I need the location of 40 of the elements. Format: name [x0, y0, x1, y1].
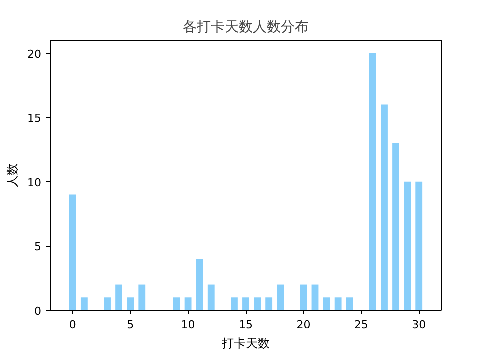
bar: [173, 298, 180, 310]
x-axis-title: 打卡天数: [221, 336, 270, 350]
bar: [346, 298, 354, 310]
chart-title: 各打卡天数人数分布: [183, 20, 309, 36]
bar: [392, 143, 400, 310]
bar: [300, 284, 308, 310]
y-tick-label: 15: [28, 112, 42, 126]
bar: [254, 298, 262, 310]
y-tick-label: 10: [28, 176, 42, 190]
x-tick-label: 20: [296, 318, 311, 332]
bar: [369, 53, 376, 310]
bar: [230, 298, 238, 310]
y-tick-label: 0: [34, 305, 42, 318]
bar: [116, 284, 123, 310]
bar: [80, 298, 88, 310]
y-axis-title: 人数: [6, 164, 20, 188]
bar: [127, 298, 134, 310]
bar: [196, 259, 204, 310]
x-tick-label: 25: [354, 318, 368, 332]
bar: [184, 298, 192, 310]
x-tick-label: 15: [239, 318, 253, 332]
bar: [69, 194, 76, 310]
y-tick-label: 20: [28, 48, 42, 61]
bar: [404, 182, 412, 310]
bar: [242, 298, 250, 310]
x-tick-label: 0: [69, 318, 76, 332]
bar: [208, 284, 215, 310]
y-tick-label: 5: [34, 240, 42, 254]
bar: [104, 298, 111, 310]
bar: [381, 104, 388, 310]
bar: [266, 298, 273, 310]
x-tick-label: 10: [181, 318, 196, 332]
bar: [138, 284, 146, 310]
bar: [312, 284, 319, 310]
x-tick-label: 5: [127, 318, 134, 332]
bar: [334, 298, 342, 310]
bar: [323, 298, 330, 310]
x-tick-label: 30: [412, 318, 426, 332]
bar: [277, 284, 284, 310]
bar: [416, 182, 423, 310]
